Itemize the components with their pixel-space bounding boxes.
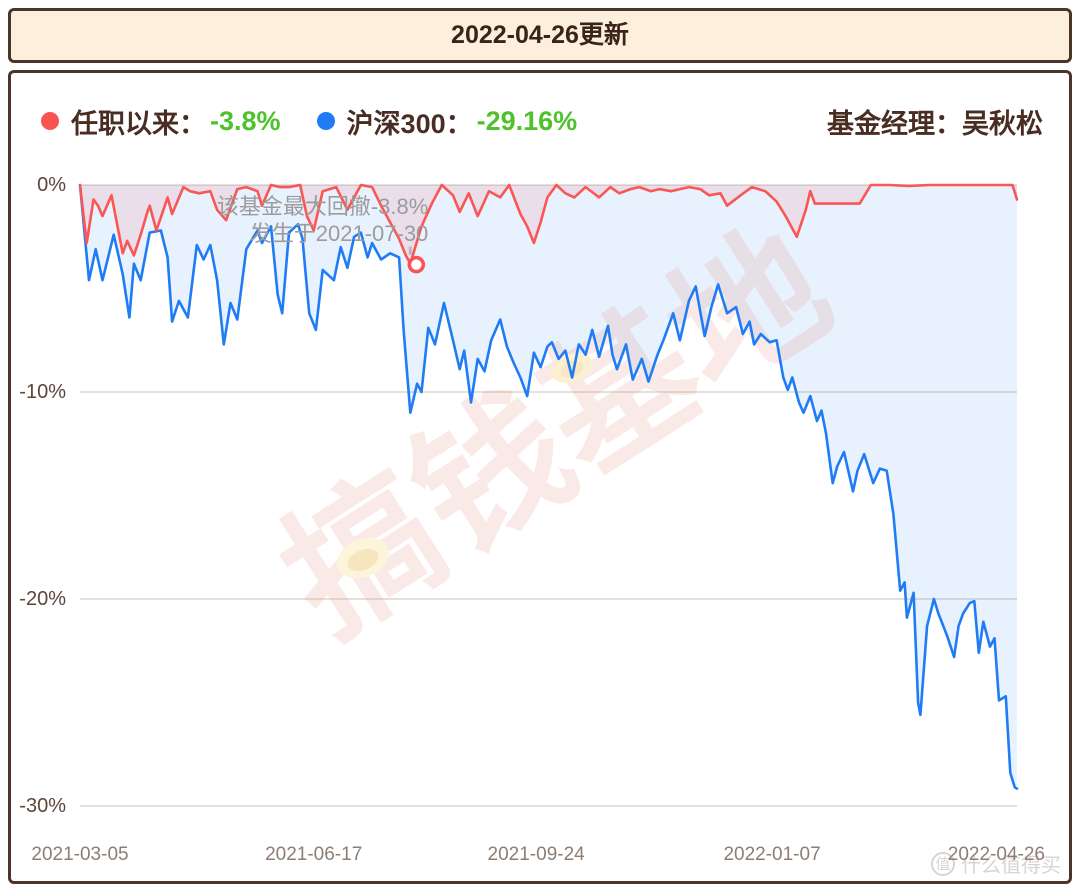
- y-tick-label: 0%: [37, 174, 66, 196]
- line-沪深300: [78, 183, 1019, 790]
- legend: 任职以来： -3.8% 沪深300： -29.16% 基金经理：吴秋松: [41, 101, 1043, 141]
- x-tick-label: 2021-03-05: [31, 844, 129, 865]
- chart-svg: 搞钱基地: [78, 183, 1019, 807]
- y-tick-label: -10%: [19, 381, 66, 403]
- update-banner: 2022-04-26更新: [8, 8, 1072, 63]
- fund-value: -3.8%: [210, 105, 281, 136]
- max-drawdown-annotation: 该基金最大回撤-3.8% 发生于2021-07-30: [68, 193, 428, 247]
- legend-item-fund: 任职以来： -3.8%: [41, 102, 281, 141]
- max-drawdown-marker: [407, 255, 426, 274]
- chart-panel: 搞钱基地 任职以来： -3.8% 沪深300： -29.16% 基金经理：吴秋松…: [8, 70, 1072, 884]
- legend-item-index: 沪深300： -29.16%: [316, 102, 578, 141]
- line-任职以来: [78, 183, 1019, 265]
- index-value: -29.16%: [476, 105, 578, 136]
- update-date-title: 2022-04-26更新: [451, 21, 629, 49]
- index-dot-icon: [316, 112, 335, 130]
- egg-yolk-icon: [347, 548, 379, 572]
- area-fill-沪深300: [80, 185, 1017, 789]
- smzdm-watermark: 值 什么值得买: [931, 849, 1061, 878]
- x-tick-label: 2022-01-07: [723, 844, 821, 865]
- annotation-line1: 该基金最大回撤-3.8%: [216, 193, 429, 219]
- smzdm-watermark-text: 什么值得买: [961, 855, 1061, 877]
- area-fill-任职以来: [80, 185, 1017, 264]
- x-tick-label: 2022-04-26: [947, 844, 1045, 865]
- fund-label: 任职以来：: [71, 108, 206, 139]
- index-label: 沪深300：: [346, 108, 473, 139]
- y-tick-label: -20%: [19, 588, 66, 610]
- smzdm-badge-icon: 值: [931, 851, 955, 876]
- fund-manager-label: 基金经理：吴秋松: [827, 108, 1043, 139]
- x-tick-label: 2021-09-24: [487, 844, 585, 865]
- y-tick-label: -30%: [19, 795, 66, 817]
- x-tick-label: 2021-06-17: [265, 844, 363, 865]
- annotation-line2: 发生于2021-07-30: [249, 220, 429, 246]
- egg-yolk-icon-2: [560, 360, 584, 378]
- fund-dot-icon: [41, 112, 59, 130]
